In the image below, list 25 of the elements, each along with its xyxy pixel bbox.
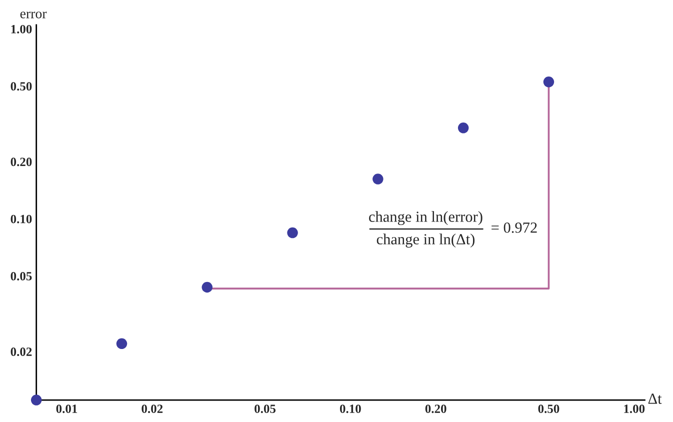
x-tick-label: 0.02: [142, 404, 163, 414]
y-tick-label: 0.05: [10, 272, 32, 280]
point: [116, 338, 128, 350]
x-tick-label: 0.01: [56, 404, 78, 414]
x-tick-label: 0.50: [538, 404, 560, 414]
point: [30, 394, 42, 406]
annotation: change in ln(error): [369, 211, 482, 226]
point: [287, 227, 298, 238]
y-tick-label: 0.10: [10, 214, 32, 224]
annotation: = 0.972: [492, 222, 537, 233]
y-tick-label: 0.20: [10, 158, 32, 166]
point: [372, 174, 384, 184]
point: [202, 282, 213, 293]
x-axis-title: Δt: [648, 394, 662, 404]
x-tick-label: 0.10: [340, 404, 361, 414]
x-tick-label: 1.00: [624, 404, 645, 414]
point: [458, 122, 469, 134]
x-tick-label: 0.20: [425, 404, 446, 414]
y-axis-title: error: [20, 12, 47, 18]
y-tick-label: 0.02: [10, 348, 32, 356]
x-tick-label: 0.05: [254, 404, 276, 414]
y-tick-label: 1.00: [11, 24, 32, 34]
annotation: change in ln(Δt): [376, 234, 474, 248]
point: [543, 76, 554, 88]
y-tick-label: 0.50: [10, 82, 32, 91]
